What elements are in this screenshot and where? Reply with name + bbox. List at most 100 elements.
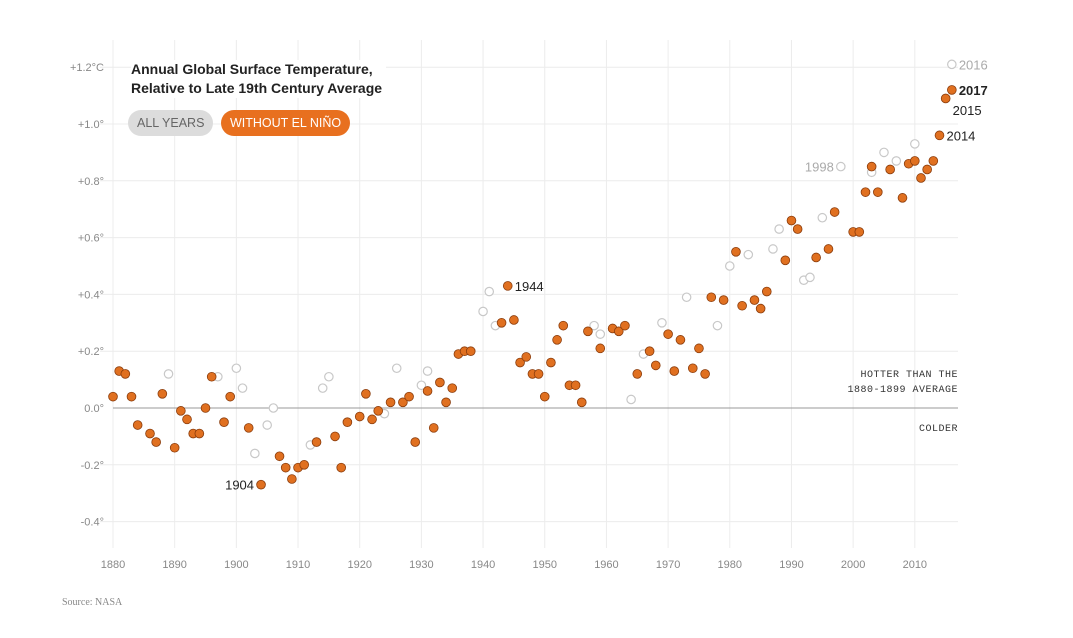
x-tick-label: 1980 bbox=[718, 559, 742, 571]
x-axis: 1880 1890 1900 1910 1920 1930 1940 1950 1960 1970… bbox=[101, 559, 927, 571]
chart-title-line1: Annual Global Surface Temperature, bbox=[131, 61, 373, 77]
x-tick-label: 1950 bbox=[533, 559, 557, 571]
grey-point bbox=[324, 371, 334, 382]
orange-point bbox=[145, 428, 155, 439]
grey-point bbox=[724, 261, 735, 271]
annotation-label: 2015 bbox=[953, 103, 982, 118]
without-el-nino-button[interactable]: WITHOUT EL NIÑO bbox=[221, 110, 351, 136]
orange-point bbox=[169, 442, 180, 453]
y-tick-label: -0.4° bbox=[81, 517, 104, 529]
orange-point bbox=[342, 417, 353, 428]
orange-point bbox=[515, 357, 525, 368]
orange-point bbox=[521, 352, 532, 362]
orange-point bbox=[675, 335, 686, 345]
grey-point bbox=[317, 383, 328, 393]
point-annotations: 1904 1944 1998 2014 2015 2016 2017 bbox=[225, 57, 988, 492]
orange-point bbox=[435, 377, 445, 388]
orange-point bbox=[792, 224, 803, 234]
orange-point bbox=[287, 474, 297, 484]
y-tick-label: -0.2° bbox=[81, 460, 104, 472]
orange-point bbox=[613, 326, 624, 337]
grey-point bbox=[416, 380, 427, 391]
y-tick-label: +0.6° bbox=[78, 233, 104, 245]
annotation-label: 2014 bbox=[946, 128, 975, 143]
grey-point bbox=[743, 249, 754, 260]
grey-point bbox=[681, 292, 692, 303]
orange-point bbox=[663, 329, 673, 339]
grey-point bbox=[836, 161, 846, 172]
grey-point bbox=[237, 383, 248, 393]
orange-point bbox=[441, 397, 451, 408]
hotter-note-line1: HOTTER THAN THE bbox=[860, 370, 958, 381]
y-tick-label: +0.8° bbox=[78, 176, 104, 188]
orange-point bbox=[866, 161, 877, 172]
orange-point bbox=[669, 366, 680, 376]
x-tick-label: 1960 bbox=[594, 559, 618, 571]
orange-point bbox=[539, 391, 550, 402]
orange-point bbox=[761, 286, 772, 297]
orange-point bbox=[398, 397, 408, 408]
grey-point bbox=[657, 317, 667, 328]
orange-point bbox=[502, 281, 513, 291]
orange-point bbox=[336, 462, 347, 473]
x-tick-label: 1920 bbox=[347, 559, 371, 571]
orange-point bbox=[404, 391, 414, 402]
orange-point bbox=[182, 414, 192, 425]
orange-point bbox=[546, 357, 556, 368]
orange-point bbox=[108, 391, 118, 402]
orange-point bbox=[910, 156, 920, 166]
orange-point bbox=[706, 292, 717, 303]
orange-point bbox=[928, 156, 939, 166]
orange-point bbox=[225, 391, 235, 402]
orange-point bbox=[576, 397, 587, 408]
orange-point bbox=[650, 360, 661, 371]
grey-point bbox=[817, 212, 828, 223]
orange-point bbox=[120, 369, 131, 379]
x-tick-label: 2000 bbox=[841, 559, 865, 571]
x-tick-label: 1900 bbox=[224, 559, 248, 571]
annotation-label: 1904 bbox=[225, 478, 254, 493]
y-axis: +1.2°C +1.0° +0.8° +0.6° +0.4° +0.2° 0.0° -0.2°… bbox=[70, 62, 104, 528]
grey-point bbox=[163, 369, 174, 379]
orange-point bbox=[737, 300, 747, 311]
orange-point bbox=[780, 255, 791, 266]
chart-title: Annual Global Surface Temperature, Relat… bbox=[131, 60, 387, 98]
grey-point bbox=[768, 244, 778, 254]
grey-point bbox=[268, 403, 279, 413]
grey-point bbox=[626, 394, 636, 405]
orange-point bbox=[934, 130, 945, 141]
grey-point bbox=[879, 147, 889, 158]
x-tick-label: 1880 bbox=[101, 559, 125, 571]
annotation-label: 1944 bbox=[515, 279, 544, 294]
orange-point bbox=[200, 403, 211, 413]
x-tick-label: 1930 bbox=[409, 559, 433, 571]
x-tick-label: 1910 bbox=[286, 559, 310, 571]
x-tick-label: 1970 bbox=[656, 559, 680, 571]
annotation-label: 2017 bbox=[959, 83, 988, 98]
orange-point bbox=[620, 320, 630, 331]
orange-point bbox=[811, 252, 821, 263]
orange-point bbox=[860, 187, 871, 197]
orange-point bbox=[583, 326, 593, 337]
orange-points bbox=[108, 85, 957, 490]
x-tick-label: 2010 bbox=[903, 559, 927, 571]
orange-point bbox=[410, 437, 421, 447]
orange-point bbox=[922, 164, 932, 175]
grey-point bbox=[250, 448, 260, 459]
orange-point bbox=[465, 346, 476, 357]
annotation-label: 1998 bbox=[805, 160, 834, 175]
orange-point bbox=[916, 173, 926, 183]
orange-point bbox=[823, 244, 834, 254]
grey-point bbox=[589, 320, 599, 331]
orange-point bbox=[373, 406, 384, 416]
all-years-button[interactable]: ALL YEARS bbox=[128, 110, 214, 136]
orange-point bbox=[354, 411, 365, 422]
orange-point bbox=[854, 227, 865, 237]
orange-point bbox=[749, 295, 760, 305]
orange-point bbox=[940, 93, 951, 104]
orange-point bbox=[206, 371, 217, 382]
orange-point bbox=[570, 380, 581, 391]
orange-point bbox=[280, 462, 291, 473]
orange-point bbox=[644, 346, 655, 357]
